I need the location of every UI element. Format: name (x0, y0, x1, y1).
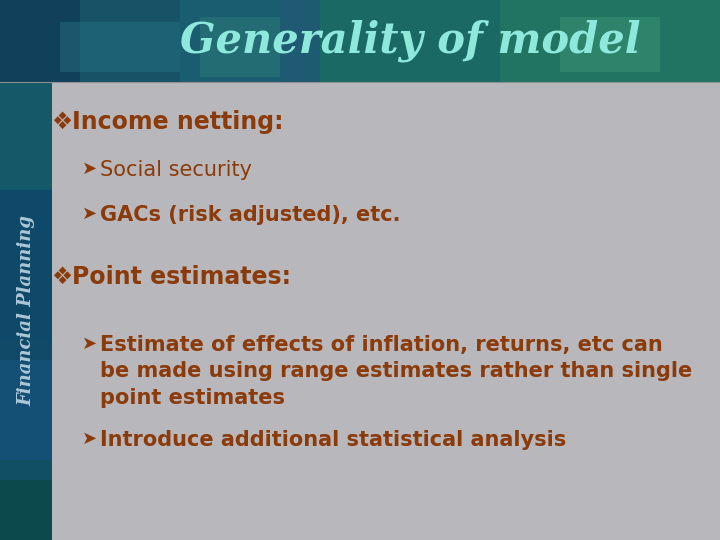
Text: Financial Planning: Financial Planning (17, 215, 35, 407)
Bar (500, 0, 720, 82)
Text: ➤: ➤ (82, 205, 98, 223)
Text: ➤: ➤ (82, 430, 98, 448)
Text: ➤: ➤ (82, 335, 98, 353)
Bar (0, 82, 52, 540)
Text: ❖: ❖ (51, 110, 73, 134)
Bar (0, 360, 52, 480)
Bar (60, 22, 180, 72)
Bar (0, 0, 180, 82)
Bar (200, 17, 280, 77)
Bar (0, 82, 52, 540)
Text: Generality of model: Generality of model (180, 20, 641, 62)
Bar (0, 82, 52, 190)
Bar (560, 17, 660, 72)
Text: ➤: ➤ (82, 160, 98, 178)
Bar (0, 190, 52, 340)
Bar (320, 0, 720, 82)
Text: ❖: ❖ (51, 265, 73, 289)
Text: Estimate of effects of inflation, returns, etc can
be made using range estimates: Estimate of effects of inflation, return… (100, 335, 692, 408)
Bar (0, 0, 720, 82)
Bar (0, 460, 52, 540)
Text: Income netting:: Income netting: (72, 110, 284, 134)
Text: Introduce additional statistical analysis: Introduce additional statistical analysi… (100, 430, 566, 450)
Text: Point estimates:: Point estimates: (72, 265, 291, 289)
Text: Social security: Social security (100, 160, 252, 180)
Bar (80, 0, 280, 82)
Text: GACs (risk adjusted), etc.: GACs (risk adjusted), etc. (100, 205, 400, 225)
